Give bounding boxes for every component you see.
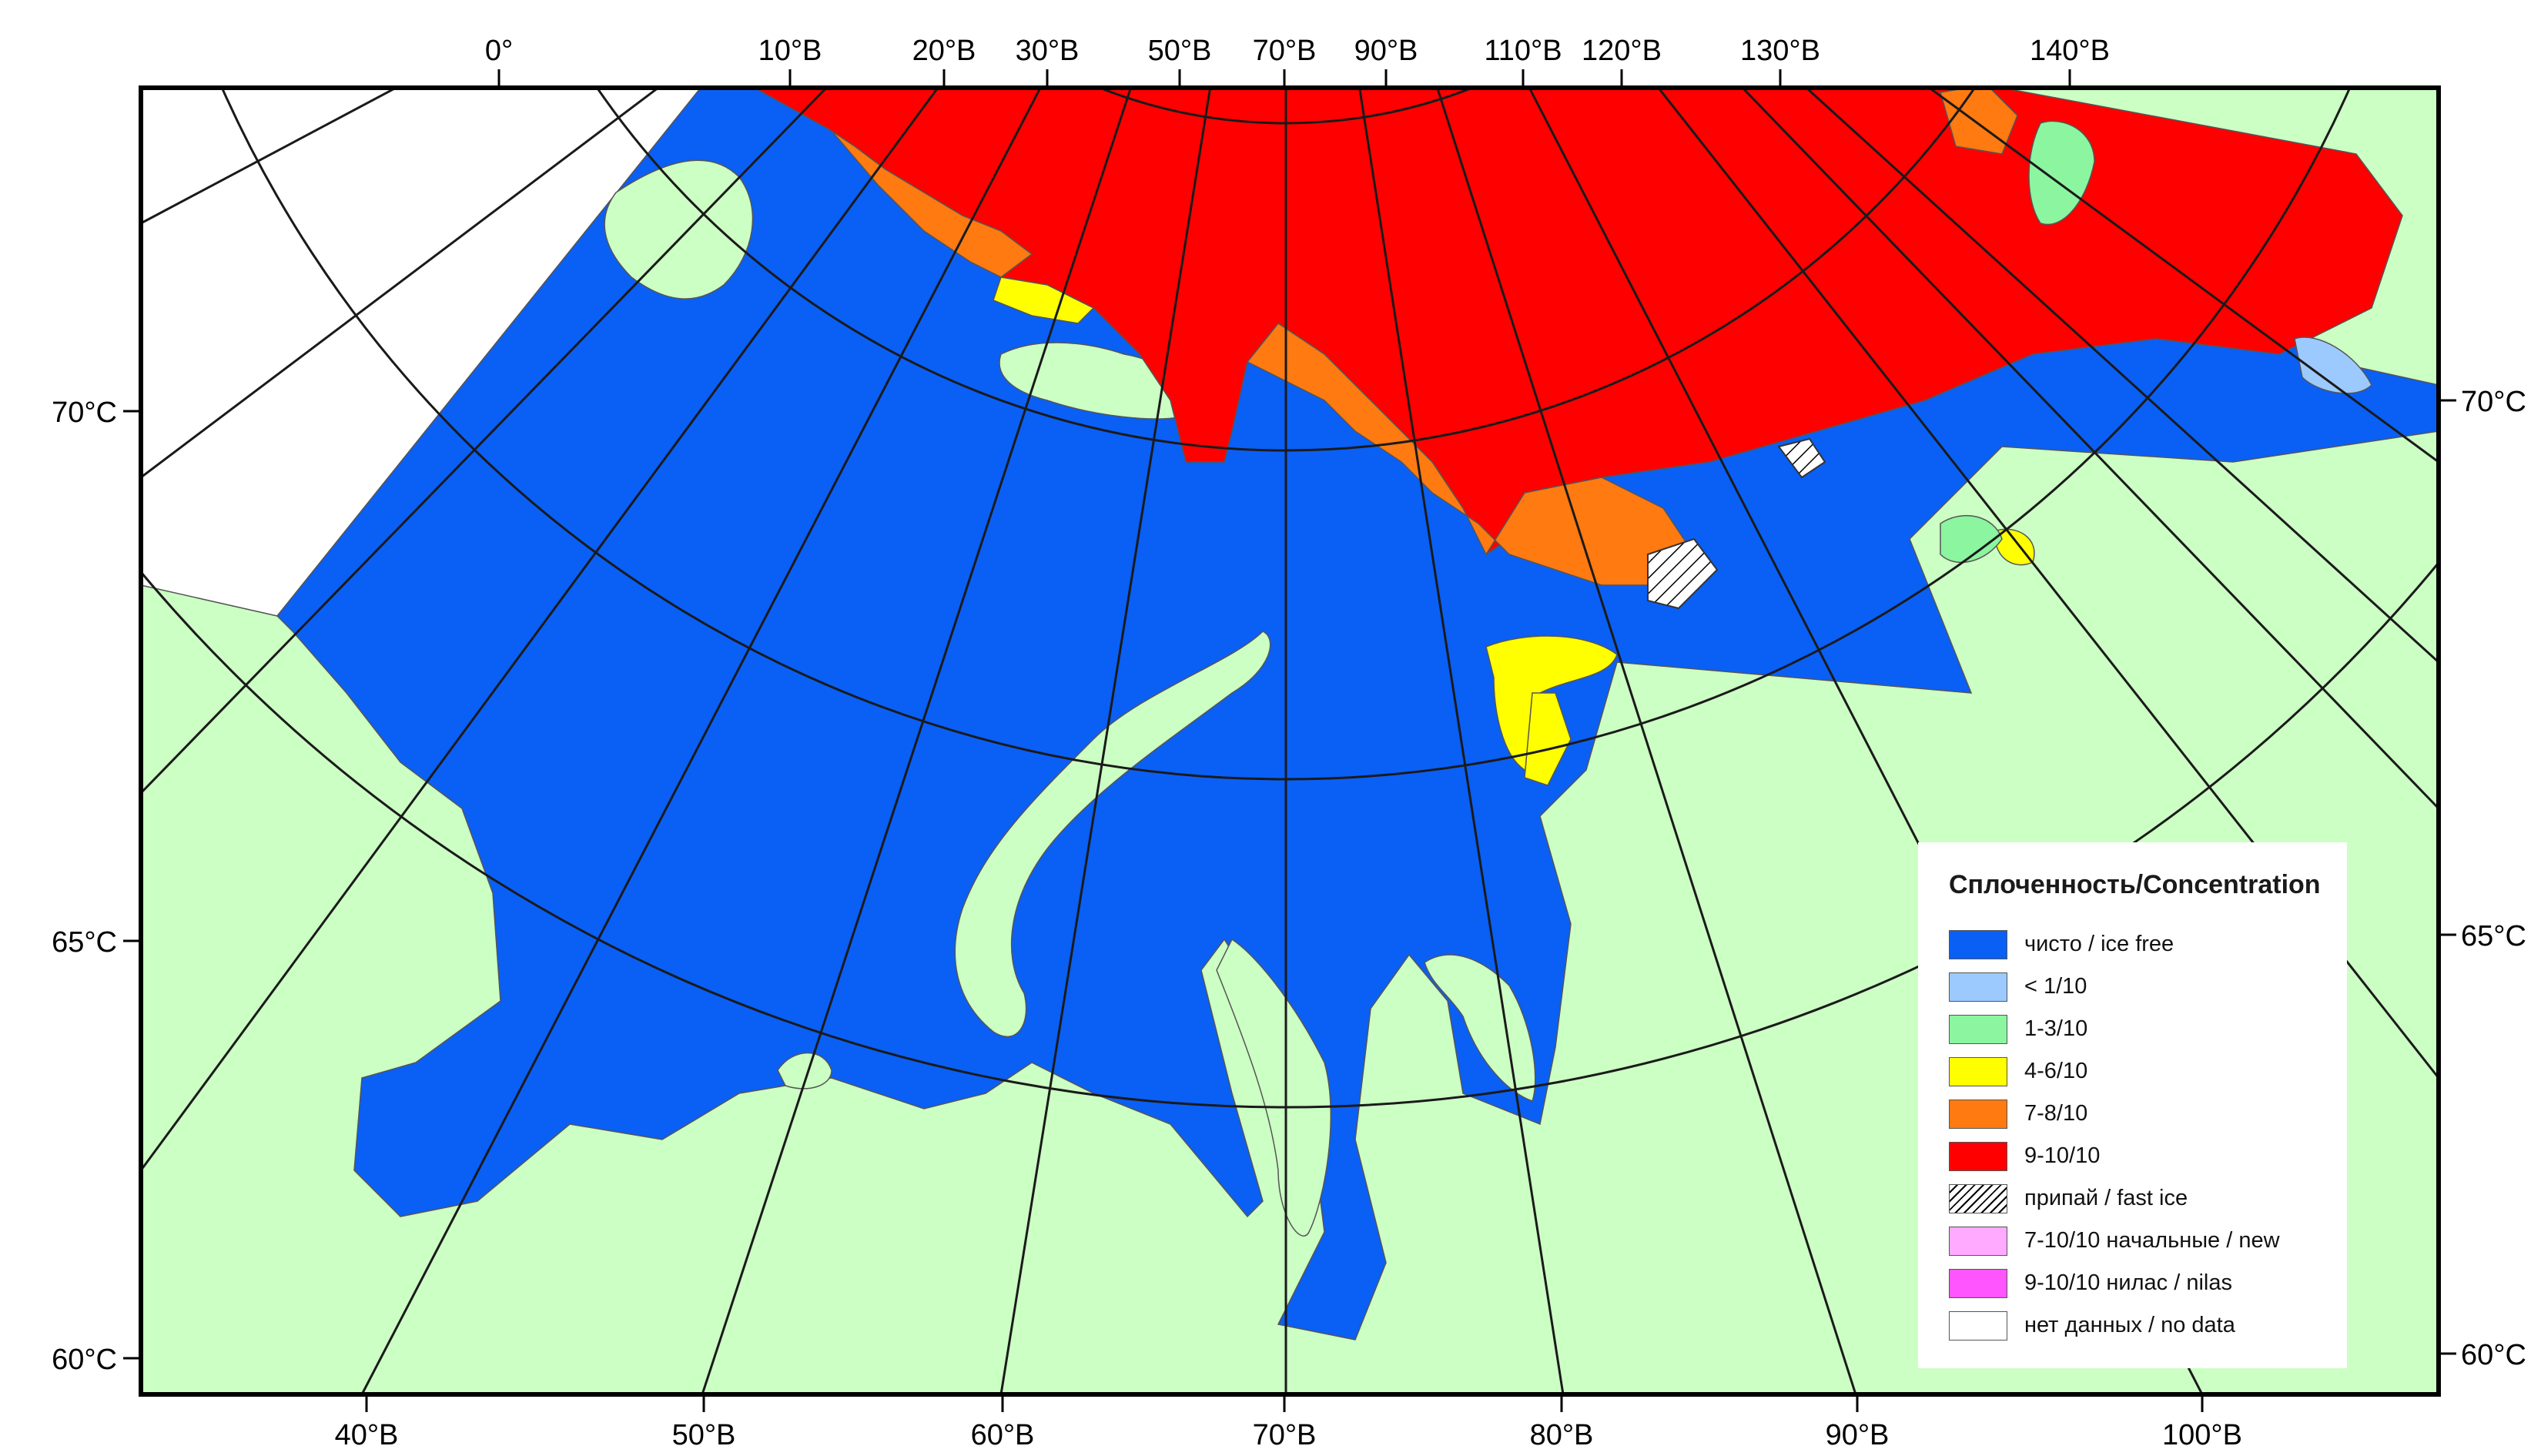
top-lon-label: 50°В — [1148, 35, 1212, 67]
graticule — [141, 88, 2439, 1394]
left-lat-label: 65°С — [52, 926, 117, 959]
legend-items: чисто / ice free < 1/10 1-3/10 4-6/10 7-8/10… — [1949, 923, 2347, 1347]
legend-item: < 1/10 — [1949, 966, 2347, 1008]
legend-item: 7-10/10 начальные / new — [1949, 1220, 2347, 1262]
legend-swatch — [1949, 1014, 2007, 1044]
meridian-40 — [360, 88, 1042, 1394]
legend-title: Сплоченность/Concentration — [1949, 870, 2321, 899]
meridian-140 — [1927, 88, 2439, 464]
right-lat-label: 70°С — [2461, 386, 2526, 418]
legend-label: 9-10/10 — [2024, 1143, 2101, 1168]
legend-label: 4-6/10 — [2024, 1059, 2088, 1083]
legend-label: 7-8/10 — [2024, 1101, 2088, 1126]
left-lat-label: 70°С — [52, 397, 117, 429]
bottom-lon-label: 100°В — [2162, 1419, 2242, 1451]
legend-swatch — [1949, 1183, 2007, 1213]
gydan-peninsula — [1424, 954, 1536, 1102]
ice-lt-1 — [2294, 336, 2372, 394]
legend-item: нет данных / no data — [1949, 1304, 2347, 1347]
top-lon-label: 120°В — [1582, 35, 1662, 67]
ice-4-6-yenisei — [1524, 692, 1572, 786]
legend-swatch — [1949, 972, 2007, 1002]
fast-ice-2 — [1777, 437, 1826, 479]
legend-item: 9-10/10 нилас / nilas — [1949, 1262, 2347, 1304]
legend-item: 7-8/10 — [1949, 1093, 2347, 1135]
ice-1-3-laptev — [1940, 514, 2003, 564]
legend-swatch — [1949, 1310, 2007, 1341]
legend-item: 9-10/10 — [1949, 1135, 2347, 1177]
legend-label: 9-10/10 нилас / nilas — [2024, 1270, 2232, 1295]
top-longitude-labels: 0° 10°В 20°В 30°В 50°В 70°В 90°В 110°В 1… — [485, 35, 2110, 88]
legend-label: 1-3/10 — [2024, 1016, 2088, 1041]
legend-swatch — [1949, 1226, 2007, 1256]
left-latitude-labels: 70°С 65°С 60°С — [52, 397, 141, 1376]
legend: Сплоченность/Concentration чисто / ice f… — [1918, 842, 2347, 1368]
top-lon-label: 130°В — [1740, 35, 1820, 67]
top-lon-label: 0° — [485, 35, 513, 67]
legend-item: припай / fast ice — [1949, 1177, 2347, 1220]
legend-label: < 1/10 — [2024, 974, 2087, 999]
left-lat-label: 60°С — [52, 1344, 117, 1376]
legend-swatch — [1949, 1099, 2007, 1129]
meridian-50 — [701, 88, 1133, 1394]
fast-ice — [1647, 537, 1719, 610]
bottom-longitude-labels: 40°В 50°В 60°В 70°В 80°В 90°В 100°В — [335, 1394, 2242, 1451]
meridian-80 — [1358, 88, 1565, 1394]
kolguev-island — [777, 1052, 832, 1089]
meridian-30 — [141, 88, 939, 1171]
map-frame — [139, 85, 2441, 1397]
top-lon-label: 20°В — [912, 35, 976, 67]
meridian-10 — [141, 88, 661, 479]
top-lon-label: 90°В — [1354, 35, 1418, 67]
svalbard — [604, 159, 754, 300]
yamal-peninsula — [1216, 938, 1332, 1237]
right-latitude-labels: 70°С 65°С 60°С — [2439, 386, 2526, 1371]
map-area — [141, 88, 2439, 1394]
legend-item: 4-6/10 — [1949, 1050, 2347, 1093]
meridian-90 — [1436, 88, 1857, 1394]
meridian-120 — [1740, 88, 2439, 810]
top-lon-label: 30°В — [1016, 35, 1080, 67]
top-lon-label: 10°В — [758, 35, 822, 67]
legend-label: припай / fast ice — [2024, 1186, 2188, 1210]
meridian-130 — [1804, 88, 2439, 664]
bottom-lon-label: 40°В — [335, 1419, 399, 1451]
top-lon-label: 110°В — [1484, 35, 1562, 67]
meridian-0 — [141, 88, 399, 225]
legend-item: чисто / ice free — [1949, 923, 2347, 966]
legend-swatch — [1949, 1268, 2007, 1298]
legend-label: 7-10/10 начальные / new — [2024, 1228, 2280, 1253]
top-lon-label: 70°В — [1253, 35, 1317, 67]
right-lat-label: 65°С — [2461, 920, 2526, 952]
ice-4-6-north — [993, 276, 1095, 324]
bottom-lon-label: 50°В — [672, 1419, 736, 1451]
novaya-zemlya — [954, 631, 1271, 1037]
bottom-lon-label: 70°В — [1253, 1419, 1317, 1451]
right-lat-label: 60°С — [2461, 1339, 2526, 1371]
legend-item: 1-3/10 — [1949, 1008, 2347, 1050]
meridian-20 — [141, 88, 829, 795]
ice-1-3-east — [2028, 120, 2095, 226]
bottom-lon-label: 80°В — [1530, 1419, 1594, 1451]
legend-swatch — [1949, 1141, 2007, 1171]
meridian-60 — [999, 88, 1212, 1394]
bottom-lon-label: 90°В — [1826, 1419, 1890, 1451]
top-lon-label: 140°В — [2030, 35, 2110, 67]
legend-label: нет данных / no data — [2024, 1313, 2235, 1337]
bottom-lon-label: 60°В — [971, 1419, 1035, 1451]
legend-label: чисто / ice free — [2024, 932, 2174, 956]
legend-swatch — [1949, 1056, 2007, 1086]
meridian-110 — [1656, 88, 2439, 1079]
legend-swatch — [1949, 929, 2007, 959]
